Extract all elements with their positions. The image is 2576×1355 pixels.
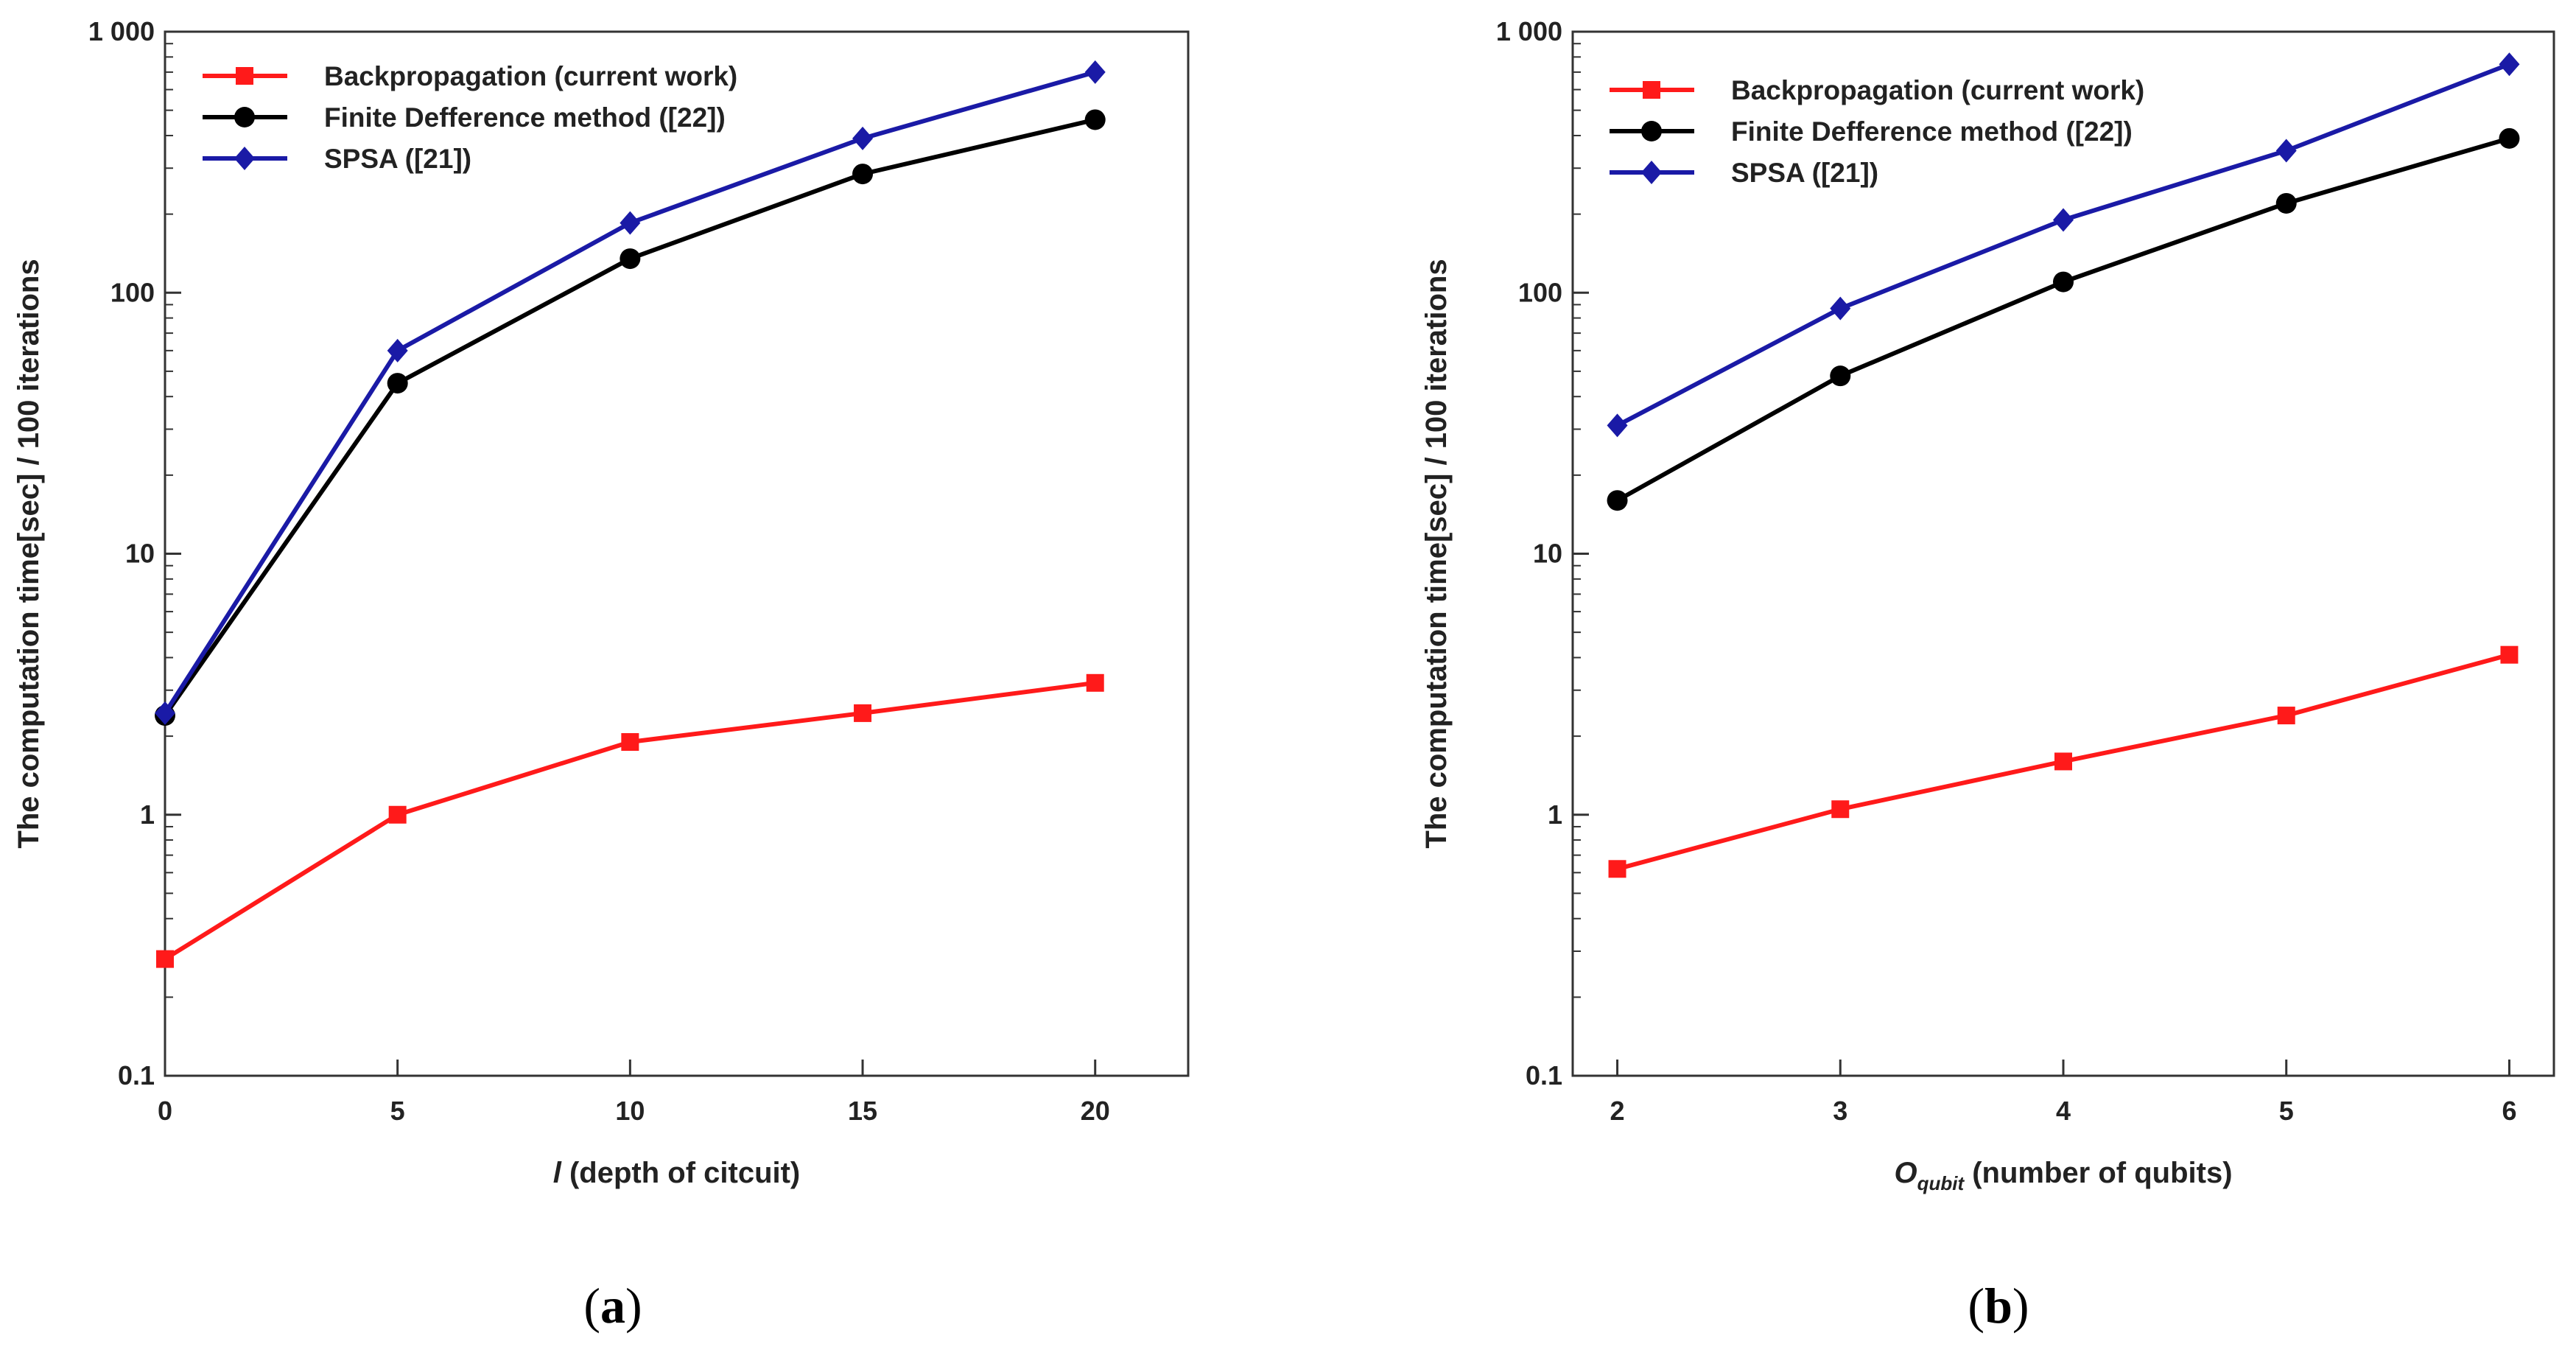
data-point xyxy=(2500,645,2519,664)
data-point xyxy=(620,248,641,270)
data-point xyxy=(156,950,174,968)
data-point xyxy=(1830,365,1851,387)
series-2 xyxy=(1607,52,2520,438)
data-point xyxy=(1084,109,1106,130)
y-tick-label: 1 xyxy=(1548,799,1562,830)
series-line xyxy=(1616,136,2510,503)
data-point xyxy=(2499,52,2520,77)
x-tick-label: 4 xyxy=(2056,1096,2071,1126)
y-tick-label: 0.1 xyxy=(1526,1060,1562,1090)
data-point xyxy=(387,373,408,394)
x-tick-label: 15 xyxy=(848,1096,877,1126)
chart-panel-0: 0.1 1 10 100 1 000 0 5 10 15 20 l (depth of citcui… xyxy=(13,16,1190,1334)
legend-marker xyxy=(1641,161,1662,184)
series-1 xyxy=(1607,127,2520,511)
series-line xyxy=(164,680,1096,962)
legend-label: SPSA ([21]) xyxy=(324,144,471,174)
data-point xyxy=(388,805,407,824)
data-point xyxy=(2277,707,2295,725)
data-point xyxy=(620,211,641,235)
panel-label: (b) xyxy=(1968,1278,2029,1334)
legend-label: SPSA ([21]) xyxy=(1731,158,1878,188)
series-line xyxy=(163,117,1096,717)
data-point xyxy=(1086,673,1104,692)
legend: Backpropagation (current work) Finite Def… xyxy=(1610,75,2144,188)
series-1 xyxy=(155,109,1106,726)
legend: Backpropagation (current work) Finite Def… xyxy=(203,61,737,174)
data-point xyxy=(387,338,408,363)
y-axis-label: The computation time[sec] / 100 iteratio… xyxy=(13,259,45,848)
x-tick-label: 3 xyxy=(1833,1096,1847,1126)
legend-marker xyxy=(1643,81,1660,99)
y-tick-label: 10 xyxy=(1533,539,1562,569)
data-point xyxy=(2499,127,2520,149)
legend-label: Finite Defference method ([22]) xyxy=(324,102,726,133)
data-point xyxy=(2054,752,2072,771)
panel-label: (a) xyxy=(583,1278,642,1334)
data-point xyxy=(1084,60,1106,84)
y-tick-label: 1 000 xyxy=(88,16,155,46)
y-tick-label: 100 xyxy=(110,277,155,307)
legend-marker xyxy=(234,147,255,170)
legend-label: Backpropagation (current work) xyxy=(324,61,737,91)
x-tick-label: 10 xyxy=(615,1096,645,1126)
x-tick-label: 0 xyxy=(158,1096,172,1126)
plot-frame xyxy=(164,30,1190,1077)
data-point xyxy=(1831,800,1850,819)
data-point xyxy=(1607,413,1628,438)
y-tick-label: 10 xyxy=(125,539,155,569)
data-point xyxy=(2275,139,2297,163)
plot-frame xyxy=(1571,30,2555,1077)
data-point xyxy=(852,126,874,150)
legend-marker xyxy=(1641,121,1662,141)
data-point xyxy=(1608,860,1626,878)
data-point xyxy=(2053,208,2074,232)
x-axis-label: l (depth of citcuit) xyxy=(553,1157,801,1189)
x-tick-label: 5 xyxy=(2279,1096,2294,1126)
legend-label: Backpropagation (current work) xyxy=(1731,75,2144,105)
data-point xyxy=(621,733,639,752)
data-point xyxy=(1830,296,1851,321)
y-tick-label: 0.1 xyxy=(118,1060,155,1090)
x-tick-label: 20 xyxy=(1081,1096,1110,1126)
data-point xyxy=(155,701,175,725)
data-point xyxy=(2275,192,2297,214)
chart-panel-1: 0.1 1 10 100 1 000 2 3 4 5 6 Oqubit (number of qub… xyxy=(1420,16,2555,1334)
y-tick-label: 1 000 xyxy=(1496,16,1562,46)
data-point xyxy=(1607,490,1628,511)
data-point xyxy=(854,704,872,722)
legend-marker xyxy=(236,67,253,85)
series-0 xyxy=(1608,645,2519,878)
series-0 xyxy=(156,673,1104,968)
y-tick-label: 100 xyxy=(1518,277,1562,307)
legend-marker xyxy=(234,107,255,127)
legend-label: Finite Defference method ([22]) xyxy=(1731,116,2133,147)
series-line xyxy=(163,69,1096,715)
x-tick-label: 6 xyxy=(2502,1096,2516,1126)
series-2 xyxy=(155,60,1106,725)
data-point xyxy=(2053,271,2074,293)
data-point xyxy=(852,164,874,185)
y-axis-label: The computation time[sec] / 100 iteratio… xyxy=(1420,259,1453,848)
x-tick-label: 2 xyxy=(1610,1096,1625,1126)
x-axis-label: Oqubit (number of qubits) xyxy=(1894,1157,2232,1194)
x-tick-label: 5 xyxy=(390,1096,405,1126)
y-tick-label: 1 xyxy=(140,799,155,830)
